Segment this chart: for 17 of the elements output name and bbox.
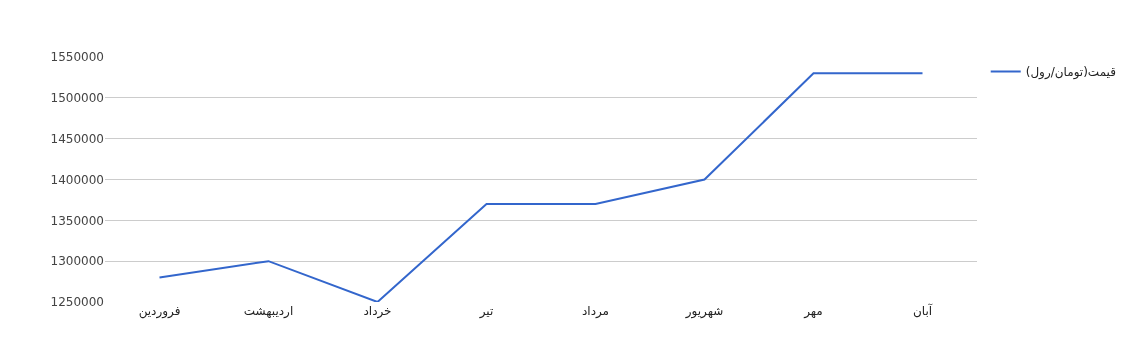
x-tick-label: آبان	[912, 303, 933, 318]
y-tick-label: 1400000	[50, 172, 104, 187]
y-tick-label: 1350000	[50, 213, 104, 228]
x-tick-label: فروردین	[138, 304, 181, 319]
x-tick-label: شهریور	[684, 304, 724, 319]
x-tick-label: مهر	[803, 304, 823, 319]
x-tick-label: مرداد	[581, 304, 610, 319]
x-tick-label: اردیبهشت	[243, 304, 294, 319]
x-tick-label: تیر	[478, 304, 494, 319]
y-tick-label: 1550000	[50, 50, 104, 65]
y-tick-label: 1500000	[50, 91, 104, 106]
y-tick-label: 1300000	[50, 254, 104, 269]
legend-label: قیمت(تومان/رول)	[1025, 65, 1116, 81]
y-tick-label: 1250000	[50, 295, 104, 310]
y-tick-label: 1450000	[50, 131, 104, 146]
x-tick-label: خرداد	[363, 304, 392, 319]
line-series	[158, 72, 924, 302]
